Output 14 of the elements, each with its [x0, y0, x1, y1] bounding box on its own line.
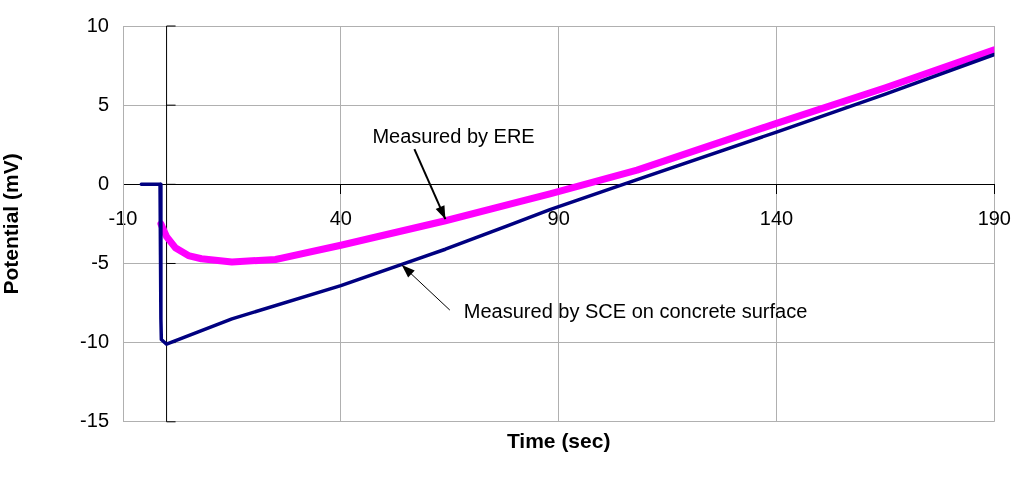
y-tick-label: 0: [97, 171, 109, 194]
x-tick-label: 190: [977, 206, 1011, 229]
x-tick-label: 40: [329, 206, 352, 229]
y-axis-title: Potential (mV): [0, 153, 23, 295]
x-tick-label: 90: [547, 206, 570, 229]
y-tick-label: 10: [86, 13, 109, 36]
annotation: Measured by SCE on concrete surface: [463, 299, 808, 322]
annotation: Measured by ERE: [372, 124, 535, 147]
x-tick-label: 140: [759, 206, 794, 229]
y-tick-label: -10: [80, 330, 109, 353]
y-tick-label: 5: [97, 92, 109, 115]
y-tick-label: -5: [91, 251, 109, 273]
x-axis-title: Time (sec): [506, 429, 611, 453]
y-tick-label: -15: [80, 409, 109, 432]
